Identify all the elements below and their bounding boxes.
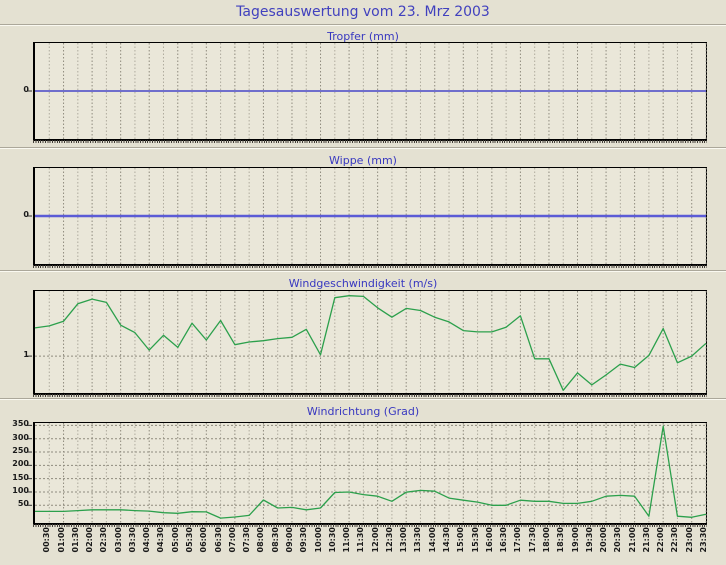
x-tick-label: 02:00 <box>85 527 95 553</box>
page-header: Tagesauswertung vom 23. Mrz 2003 <box>0 0 726 24</box>
x-tick-label: 10:00 <box>313 527 323 553</box>
tropfer-plot <box>27 42 707 141</box>
windrichtung-plot-canvas <box>27 423 707 523</box>
x-tick-label: 06:30 <box>213 527 223 553</box>
x-tick-label: 01:00 <box>56 527 66 553</box>
windgeschwindigkeit-section: Windgeschwindigkeit (m/s) 1 <box>0 273 726 398</box>
separator-line <box>0 147 726 149</box>
separator-line <box>0 398 726 400</box>
x-tick-label: 17:30 <box>527 527 537 553</box>
x-tick-label: 02:30 <box>99 527 109 553</box>
time-axis-labels: 00:30 01:00 01:30 02:00 02:30 03:00 03:30 04:00… <box>33 525 708 565</box>
x-tick-label: 15:30 <box>470 527 480 553</box>
x-tick-label: 05:30 <box>185 527 195 553</box>
separator-line <box>0 270 726 272</box>
x-tick-label: 13:30 <box>413 527 423 553</box>
windrichtung-plot <box>27 422 707 525</box>
x-tick-label: 00:30 <box>42 527 52 553</box>
x-tick-label: 18:00 <box>541 527 551 553</box>
x-tick-label: 07:30 <box>242 527 252 553</box>
x-tick-label: 16:00 <box>484 527 494 553</box>
x-tick-label: 08:30 <box>270 527 280 553</box>
x-tick-label: 18:30 <box>556 527 566 553</box>
x-tick-label: 23:00 <box>684 527 694 553</box>
separator-line <box>0 24 726 26</box>
x-tick-label: 11:30 <box>356 527 366 553</box>
x-tick-label: 12:30 <box>384 527 394 553</box>
x-axis-minor-ticks <box>33 140 707 143</box>
x-tick-label: 22:30 <box>670 527 680 553</box>
x-tick-label: 01:30 <box>70 527 80 553</box>
y-axis-label: 200 <box>12 459 29 469</box>
y-axis-label: 150 <box>12 472 29 482</box>
x-tick-label: 09:00 <box>284 527 294 553</box>
x-tick-label: 08:00 <box>256 527 266 553</box>
x-tick-label: 16:30 <box>499 527 509 553</box>
wippe-plot-canvas <box>27 168 707 264</box>
y-axis-label: 250 <box>12 446 29 456</box>
x-tick-label: 19:00 <box>570 527 580 553</box>
y-axis-label: 50 <box>17 499 29 509</box>
x-tick-label: 04:00 <box>142 527 152 553</box>
x-tick-label: 04:30 <box>156 527 166 553</box>
wippe-chart-title: Wippe (mm) <box>329 154 397 167</box>
x-tick-label: 19:30 <box>584 527 594 553</box>
windgeschwindigkeit-chart-title: Windgeschwindigkeit (m/s) <box>288 277 438 290</box>
tropfer-section: Tropfer (mm) 0 <box>0 26 726 147</box>
x-tick-label: 20:30 <box>613 527 623 553</box>
x-tick-label: 14:30 <box>442 527 452 553</box>
wippe-plot <box>27 167 707 266</box>
x-tick-label: 21:00 <box>627 527 637 553</box>
x-axis-minor-ticks <box>33 524 707 527</box>
x-tick-label: 03:00 <box>113 527 123 553</box>
y-axis-label: 1 <box>23 350 29 360</box>
x-tick-label: 09:30 <box>299 527 309 553</box>
x-tick-label: 13:00 <box>399 527 409 553</box>
tropfer-plot-canvas <box>27 43 707 139</box>
x-tick-label: 12:00 <box>370 527 380 553</box>
x-tick-label: 10:30 <box>327 527 337 553</box>
x-tick-label: 17:00 <box>513 527 523 553</box>
x-tick-label: 22:00 <box>656 527 666 553</box>
windgeschwindigkeit-plot <box>27 290 707 395</box>
x-tick-label: 14:00 <box>427 527 437 553</box>
y-axis-label: 300 <box>12 432 29 442</box>
x-axis-minor-ticks <box>33 265 707 268</box>
x-axis-minor-ticks <box>33 394 707 397</box>
x-tick-label: 15:00 <box>456 527 466 553</box>
windrichtung-section: Windrichtung (Grad) 00:30 01:00 01:30 02:00… <box>0 401 726 564</box>
x-tick-label: 20:00 <box>599 527 609 553</box>
page-title: Tagesauswertung vom 23. Mrz 2003 <box>236 4 490 20</box>
windrichtung-chart-title: Windrichtung (Grad) <box>306 405 420 418</box>
tropfer-chart-title: Tropfer (mm) <box>327 30 399 43</box>
windgeschwindigkeit-plot-canvas <box>27 291 707 393</box>
x-tick-label: 07:00 <box>227 527 237 553</box>
y-axis-label: 0 <box>23 85 29 94</box>
y-axis-label: 0 <box>23 210 29 219</box>
y-axis-label: 100 <box>12 485 29 495</box>
x-tick-label: 11:00 <box>342 527 352 553</box>
x-tick-label: 03:30 <box>127 527 137 553</box>
x-tick-label: 05:00 <box>170 527 180 553</box>
x-tick-label: 23:30 <box>699 527 708 553</box>
x-tick-label: 06:00 <box>199 527 209 553</box>
x-tick-label: 21:30 <box>641 527 651 553</box>
wippe-section: Wippe (mm) 0 <box>0 150 726 270</box>
y-axis-label: 350 <box>12 419 29 429</box>
